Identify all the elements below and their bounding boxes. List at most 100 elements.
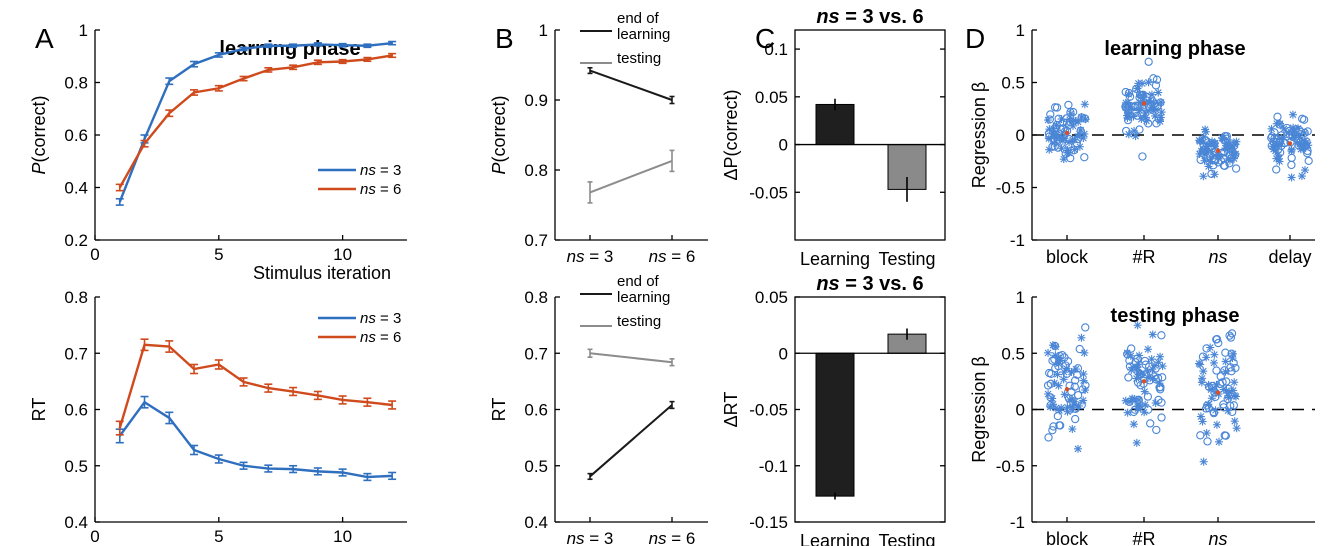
data-point (1045, 145, 1054, 154)
star-stroke (1149, 375, 1157, 382)
data-point (1053, 411, 1062, 421)
legend-label: ns = 3 (360, 310, 401, 327)
data-point (1062, 114, 1071, 123)
chart-title: ns = 3 vs. 6 (816, 6, 923, 28)
y-tick-label: 0 (1016, 126, 1025, 145)
star-stroke (1229, 350, 1237, 358)
star-stroke (1082, 115, 1090, 123)
data-point (1123, 349, 1132, 359)
x-tick-label: ns = 3 (567, 247, 614, 266)
data-point (1199, 457, 1208, 466)
data-point (1130, 126, 1139, 135)
data-point (1222, 132, 1232, 141)
y-tick-label: 1 (1016, 288, 1025, 307)
star-stroke (1063, 146, 1071, 154)
series-line-2 (118, 54, 393, 189)
star-stroke (1135, 396, 1143, 404)
data-point (1068, 425, 1077, 434)
data-point (1287, 173, 1296, 182)
star-stroke (1079, 397, 1087, 404)
star-stroke (1206, 344, 1214, 351)
star-stroke (1069, 122, 1077, 130)
data-point (1149, 74, 1158, 83)
data-point (1075, 130, 1084, 139)
bar-learning (815, 352, 855, 497)
data-point (1274, 154, 1283, 163)
x-tick-label: #R (1132, 529, 1155, 546)
panel-d1: -1 -0.5 0 0.5 1 Regression β learning phase blo… (969, 21, 1315, 267)
legend-label: end of (617, 10, 660, 27)
data-point (1133, 354, 1142, 363)
x-tick-label: #R (1132, 247, 1155, 267)
star-stroke (1211, 388, 1219, 396)
data-point (1144, 119, 1153, 128)
star-stroke (1130, 420, 1138, 428)
star-stroke (1058, 144, 1065, 152)
legend-label: ns = 6 (360, 329, 401, 346)
star-stroke (1076, 130, 1083, 138)
star-stroke (1144, 345, 1152, 353)
data-point (1050, 103, 1060, 112)
star-stroke (1070, 400, 1078, 408)
data-point (1071, 414, 1080, 424)
y-tick-label: 0.5 (1001, 74, 1025, 93)
data-point (1212, 335, 1222, 344)
y-tick-label: -1 (1010, 513, 1025, 532)
data-point (1157, 331, 1166, 340)
data-point (1079, 370, 1088, 379)
chart-title: learning phase (1104, 38, 1245, 60)
series-line-2 (589, 159, 673, 194)
data-point (1124, 90, 1133, 99)
data-point (1062, 369, 1072, 379)
data-point (1135, 106, 1144, 115)
star-stroke (1204, 400, 1212, 408)
data-point (1059, 133, 1068, 142)
data-point (1212, 380, 1221, 389)
star-stroke (1125, 130, 1133, 138)
data-point (1231, 363, 1240, 373)
star-stroke (1268, 125, 1275, 133)
data-point (1150, 372, 1159, 381)
data-point (1060, 353, 1069, 362)
y-axis-label: RT (29, 398, 49, 422)
data-point (1230, 150, 1240, 159)
data-point (1121, 126, 1131, 136)
star-stroke (1151, 112, 1159, 120)
data-point (1123, 408, 1132, 417)
data-point (1059, 375, 1068, 384)
data-point (1073, 370, 1082, 379)
data-point (1079, 376, 1088, 385)
legend-label: testing (617, 313, 661, 330)
y-tick-label: 0.05 (755, 88, 788, 107)
data-point (1064, 100, 1073, 110)
series-line-1 (118, 41, 393, 203)
data-point (1209, 358, 1218, 367)
data-point (1221, 367, 1230, 376)
star-stroke (1208, 394, 1216, 402)
y-tick-label: 0.6 (524, 401, 548, 420)
panel-letter-d: D (965, 23, 985, 54)
y-axis-label: ΔP(correct) (721, 89, 741, 180)
data-point (1057, 144, 1066, 153)
data-point (1081, 323, 1090, 332)
y-tick-label: 0.8 (524, 161, 548, 180)
data-point (1138, 152, 1147, 161)
star-stroke (1275, 155, 1283, 163)
star-stroke (1213, 381, 1221, 389)
data-point (1044, 348, 1053, 357)
star-stroke (1276, 120, 1284, 128)
x-tick-label: Testing (878, 249, 935, 269)
star-stroke (1134, 321, 1142, 329)
data-point (1287, 147, 1296, 156)
star-stroke (1299, 145, 1307, 153)
star-stroke (1072, 365, 1080, 373)
data-point (1282, 123, 1292, 133)
category-mean-point (1064, 387, 1070, 392)
data-point (1203, 437, 1212, 446)
data-point (1204, 382, 1214, 391)
data-point (1303, 146, 1312, 156)
data-point (1195, 359, 1204, 368)
y-tick-label: -0.5 (996, 179, 1025, 198)
data-point (1221, 431, 1230, 440)
